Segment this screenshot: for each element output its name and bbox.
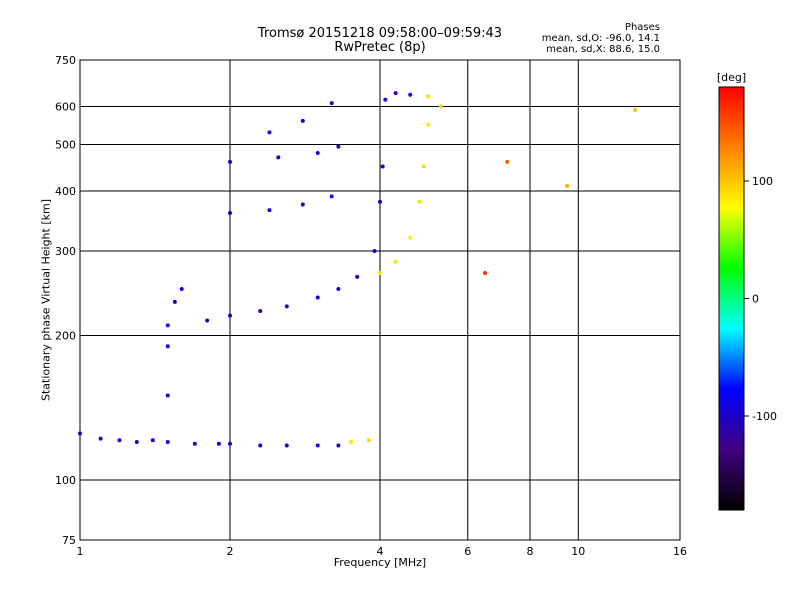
data-point bbox=[329, 194, 334, 199]
colorbar-gradient bbox=[718, 86, 745, 511]
data-point bbox=[336, 287, 341, 292]
data-point bbox=[228, 159, 232, 164]
data-point bbox=[78, 431, 82, 436]
x-tick-label: 8 bbox=[527, 545, 534, 558]
x-tick-label: 16 bbox=[673, 545, 687, 558]
data-point bbox=[276, 155, 281, 160]
data-point bbox=[408, 92, 413, 97]
data-point bbox=[421, 164, 426, 169]
chart-title: Tromsø 20151218 09:58:00–09:59:43 bbox=[257, 26, 503, 41]
data-point bbox=[284, 443, 289, 448]
x-tick-label: 4 bbox=[377, 545, 384, 558]
data-point bbox=[134, 440, 139, 445]
data-point bbox=[228, 441, 232, 446]
x-tick-label: 2 bbox=[227, 545, 234, 558]
data-point bbox=[165, 440, 170, 445]
data-point bbox=[165, 393, 170, 398]
data-point bbox=[165, 323, 170, 328]
y-tick-label: 100 bbox=[55, 474, 76, 487]
phase-stats-x: mean, sd,X: 88.6, 15.0 bbox=[546, 44, 660, 55]
y-tick-label: 600 bbox=[55, 101, 76, 114]
data-point bbox=[417, 199, 422, 204]
data-point bbox=[150, 438, 155, 443]
data-point bbox=[336, 144, 341, 149]
phase-stats-o: mean, sd,O: -96.0, 14.1 bbox=[541, 33, 660, 44]
y-tick-label: 500 bbox=[55, 139, 76, 152]
data-point bbox=[633, 108, 638, 113]
data-point bbox=[378, 199, 382, 204]
data-point bbox=[505, 159, 510, 164]
data-point bbox=[355, 274, 360, 279]
data-point bbox=[267, 130, 272, 135]
y-axis-label: Stationary phase Virtual Height [km] bbox=[39, 198, 53, 402]
data-point bbox=[315, 443, 320, 448]
x-tick-label: 1 bbox=[77, 545, 84, 558]
data-point bbox=[336, 443, 341, 448]
data-point bbox=[258, 308, 263, 313]
x-axis-label: Frequency [MHz] bbox=[333, 556, 427, 569]
data-point bbox=[300, 202, 305, 207]
data-point bbox=[172, 299, 177, 304]
data-point bbox=[228, 313, 232, 318]
data-point bbox=[366, 438, 371, 443]
data-point bbox=[258, 443, 263, 448]
colorbar-label: [deg] bbox=[717, 71, 746, 84]
data-point bbox=[380, 164, 385, 169]
data-point bbox=[565, 183, 570, 188]
data-point bbox=[315, 295, 320, 300]
data-point bbox=[393, 259, 398, 264]
chart-subtitle: RwPretec (8p) bbox=[334, 40, 426, 55]
colorbar-tick-label: -100 bbox=[752, 410, 777, 423]
data-point bbox=[483, 270, 488, 275]
y-tick-label: 750 bbox=[55, 54, 76, 67]
data-point bbox=[438, 104, 443, 109]
phase-heading: Phases bbox=[624, 22, 660, 33]
x-tick-label: 10 bbox=[571, 545, 585, 558]
colorbar-tick-label: 100 bbox=[752, 175, 773, 188]
data-point bbox=[378, 270, 382, 275]
data-point bbox=[329, 101, 334, 106]
data-point bbox=[205, 318, 210, 323]
y-tick-label: 400 bbox=[55, 185, 76, 198]
x-tick-label: 6 bbox=[464, 545, 471, 558]
data-point bbox=[349, 440, 354, 445]
data-point bbox=[426, 94, 431, 99]
data-point bbox=[372, 249, 377, 254]
data-point bbox=[165, 344, 170, 349]
y-tick-label: 300 bbox=[55, 245, 76, 258]
data-point bbox=[383, 97, 388, 102]
data-point bbox=[426, 122, 431, 127]
data-point bbox=[216, 441, 221, 446]
data-point bbox=[300, 118, 305, 123]
data-point bbox=[408, 235, 413, 240]
data-point bbox=[267, 208, 272, 213]
data-point bbox=[315, 151, 320, 156]
plot-frame bbox=[79, 59, 681, 541]
data-point bbox=[192, 441, 197, 446]
data-point bbox=[179, 287, 184, 292]
data-point bbox=[284, 304, 289, 309]
data-point bbox=[117, 438, 122, 443]
y-tick-label: 75 bbox=[62, 534, 76, 547]
y-tick-label: 200 bbox=[55, 330, 76, 343]
data-point bbox=[98, 436, 103, 441]
colorbar-tick-label: 0 bbox=[752, 293, 759, 306]
data-point bbox=[228, 211, 232, 216]
data-point bbox=[393, 91, 398, 96]
